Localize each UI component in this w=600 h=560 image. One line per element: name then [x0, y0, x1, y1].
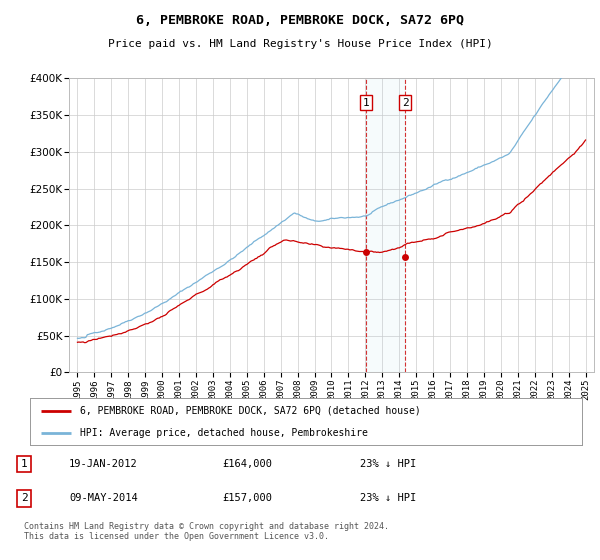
Text: 6, PEMBROKE ROAD, PEMBROKE DOCK, SA72 6PQ: 6, PEMBROKE ROAD, PEMBROKE DOCK, SA72 6P… — [136, 14, 464, 27]
Text: Price paid vs. HM Land Registry's House Price Index (HPI): Price paid vs. HM Land Registry's House … — [107, 39, 493, 49]
Text: 19-JAN-2012: 19-JAN-2012 — [69, 459, 138, 469]
Text: 6, PEMBROKE ROAD, PEMBROKE DOCK, SA72 6PQ (detached house): 6, PEMBROKE ROAD, PEMBROKE DOCK, SA72 6P… — [80, 406, 421, 416]
Text: £164,000: £164,000 — [222, 459, 272, 469]
Text: 23% ↓ HPI: 23% ↓ HPI — [360, 459, 416, 469]
Text: 2: 2 — [20, 493, 28, 503]
Text: £157,000: £157,000 — [222, 493, 272, 503]
Text: 09-MAY-2014: 09-MAY-2014 — [69, 493, 138, 503]
Text: 2: 2 — [402, 97, 409, 108]
Text: 1: 1 — [363, 97, 370, 108]
Text: 1: 1 — [20, 459, 28, 469]
Bar — [366, 78, 406, 372]
Text: Contains HM Land Registry data © Crown copyright and database right 2024.
This d: Contains HM Land Registry data © Crown c… — [24, 522, 389, 542]
Text: HPI: Average price, detached house, Pembrokeshire: HPI: Average price, detached house, Pemb… — [80, 428, 368, 438]
Text: 23% ↓ HPI: 23% ↓ HPI — [360, 493, 416, 503]
